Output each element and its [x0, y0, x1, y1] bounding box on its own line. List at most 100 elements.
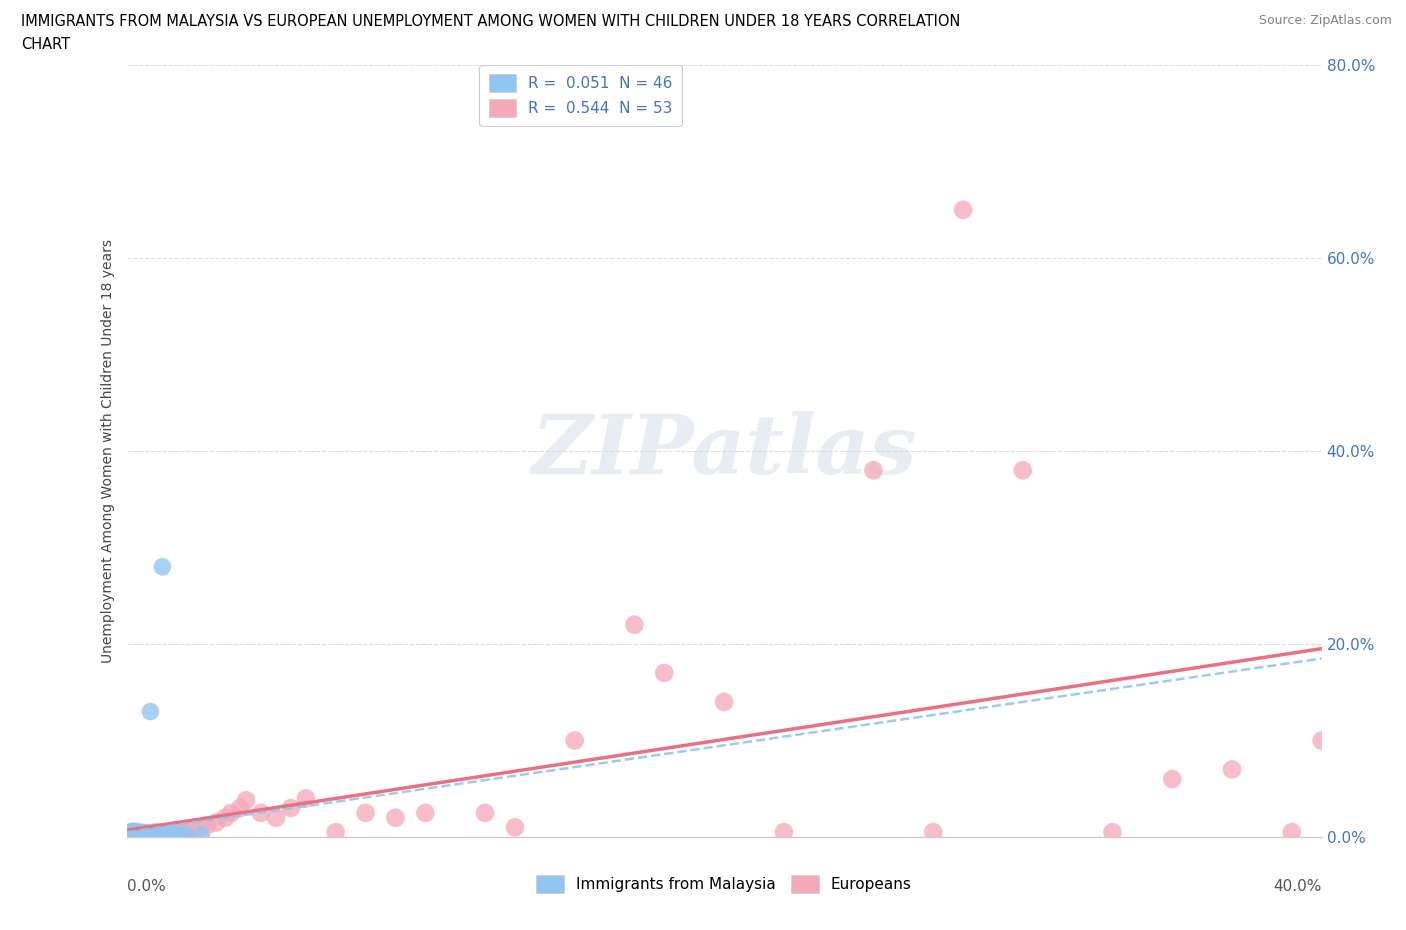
Point: [124, 826, 146, 841]
Point: [134, 828, 156, 843]
Point: [169, 828, 191, 843]
Text: ZIPatlas: ZIPatlas: [531, 411, 917, 491]
Point: [142, 826, 165, 841]
Point: [623, 618, 645, 632]
Point: [415, 805, 437, 820]
Point: [264, 810, 287, 825]
Point: [121, 828, 143, 843]
Point: [121, 826, 143, 841]
Point: [121, 824, 143, 839]
Point: [1011, 463, 1033, 478]
Point: [134, 826, 156, 841]
Point: [1101, 825, 1123, 840]
Point: [117, 828, 139, 843]
Point: [214, 810, 236, 825]
Point: [127, 828, 149, 843]
Point: [474, 805, 496, 820]
Point: [131, 826, 153, 841]
Point: [131, 827, 153, 842]
Text: 40.0%: 40.0%: [1274, 880, 1322, 895]
Point: [773, 825, 796, 840]
Point: [205, 815, 228, 830]
Text: CHART: CHART: [21, 37, 70, 52]
Point: [1281, 825, 1303, 840]
Point: [713, 695, 735, 710]
Point: [922, 825, 945, 840]
Point: [152, 826, 174, 841]
Point: [169, 824, 191, 839]
Point: [166, 825, 188, 840]
Point: [139, 704, 162, 719]
Point: [160, 828, 183, 843]
Point: [145, 825, 167, 840]
Point: [118, 825, 141, 840]
Point: [118, 826, 141, 841]
Point: [384, 810, 406, 825]
Point: [503, 820, 526, 835]
Text: 0.0%: 0.0%: [127, 880, 166, 895]
Point: [124, 827, 146, 842]
Point: [136, 827, 159, 842]
Point: [136, 827, 159, 842]
Point: [862, 463, 884, 478]
Point: [195, 818, 218, 833]
Point: [190, 828, 212, 843]
Point: [118, 828, 141, 843]
Point: [155, 828, 177, 843]
Point: [181, 822, 204, 837]
Point: [219, 805, 242, 820]
Y-axis label: Unemployment Among Women with Children Under 18 years: Unemployment Among Women with Children U…: [101, 239, 115, 663]
Point: [127, 827, 149, 842]
Point: [160, 825, 183, 840]
Point: [152, 828, 174, 843]
Point: [121, 827, 143, 842]
Point: [294, 790, 316, 805]
Point: [148, 828, 170, 843]
Point: [652, 666, 675, 681]
Point: [139, 827, 162, 842]
Point: [121, 827, 143, 842]
Point: [235, 793, 257, 808]
Point: [1220, 762, 1243, 777]
Point: [174, 828, 197, 843]
Point: [280, 801, 302, 816]
Point: [564, 733, 586, 748]
Point: [139, 826, 162, 841]
Point: [124, 825, 146, 840]
Point: [121, 825, 143, 840]
Point: [142, 828, 165, 843]
Point: [127, 826, 149, 841]
Point: [124, 827, 146, 842]
Point: [131, 825, 153, 840]
Legend: Immigrants from Malaysia, Europeans: Immigrants from Malaysia, Europeans: [530, 869, 918, 898]
Point: [952, 203, 974, 218]
Point: [1161, 772, 1184, 787]
Text: Source: ZipAtlas.com: Source: ZipAtlas.com: [1258, 14, 1392, 27]
Text: IMMIGRANTS FROM MALAYSIA VS EUROPEAN UNEMPLOYMENT AMONG WOMEN WITH CHILDREN UNDE: IMMIGRANTS FROM MALAYSIA VS EUROPEAN UNE…: [21, 14, 960, 29]
Point: [124, 824, 146, 839]
Point: [166, 828, 188, 843]
Point: [118, 827, 141, 842]
Point: [134, 826, 156, 841]
Point: [229, 801, 252, 816]
Point: [121, 826, 143, 841]
Point: [354, 805, 377, 820]
Point: [136, 828, 159, 843]
Point: [174, 823, 197, 838]
Point: [145, 827, 167, 842]
Point: [152, 559, 174, 574]
Point: [117, 828, 139, 843]
Point: [118, 827, 141, 842]
Point: [118, 826, 141, 841]
Point: [127, 825, 149, 840]
Point: [139, 828, 162, 843]
Point: [250, 805, 273, 820]
Point: [325, 825, 347, 840]
Point: [157, 828, 180, 843]
Point: [190, 820, 212, 835]
Point: [131, 827, 153, 842]
Point: [127, 827, 149, 842]
Point: [131, 828, 153, 843]
Point: [1310, 733, 1333, 748]
Point: [127, 826, 149, 841]
